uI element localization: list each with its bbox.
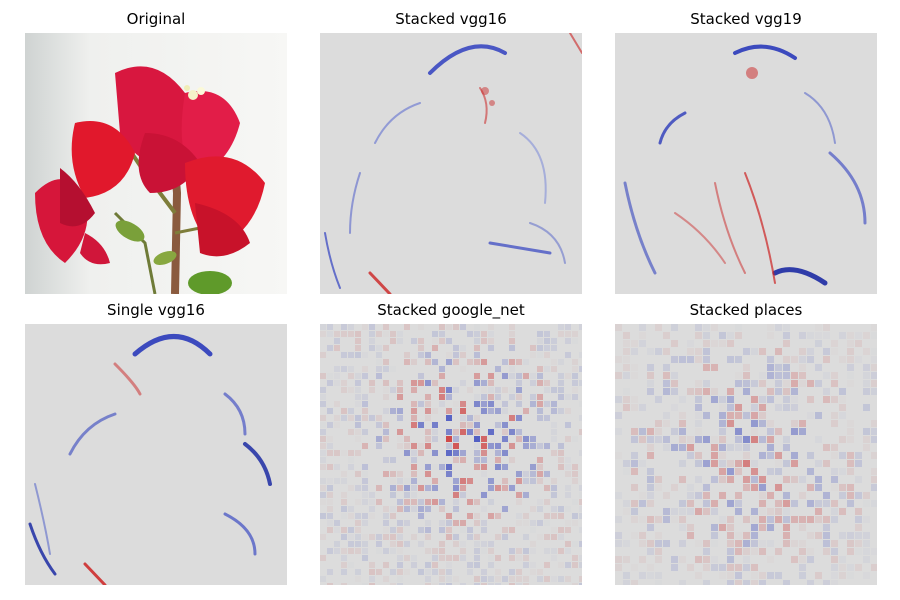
saliency-noise-grid [320, 324, 582, 585]
panel-saliency-stacked-places [615, 324, 877, 585]
panel-saliency-stacked-vgg19 [615, 33, 877, 294]
panel-title-stacked-vgg19: Stacked vgg19 [690, 10, 802, 28]
bougainvillea-photo [25, 33, 287, 294]
saliency-map [615, 324, 877, 585]
saliency-block-grid [615, 324, 877, 585]
saliency-map [320, 33, 582, 294]
panel-title-stacked-vgg16: Stacked vgg16 [395, 10, 507, 28]
panel-original-photo [25, 33, 287, 294]
saliency-map [25, 324, 287, 585]
panel-title-original: Original [126, 10, 186, 28]
panel-title-single-vgg16: Single vgg16 [107, 301, 205, 319]
saliency-map [320, 324, 582, 585]
panel-title-stacked-google-net: Stacked google_net [377, 301, 525, 319]
saliency-map [615, 33, 877, 294]
panel-saliency-stacked-vgg16 [320, 33, 582, 294]
panel-saliency-single-vgg16 [25, 324, 287, 585]
panel-title-stacked-places: Stacked places [689, 301, 803, 319]
panel-saliency-stacked-google-net [320, 324, 582, 585]
